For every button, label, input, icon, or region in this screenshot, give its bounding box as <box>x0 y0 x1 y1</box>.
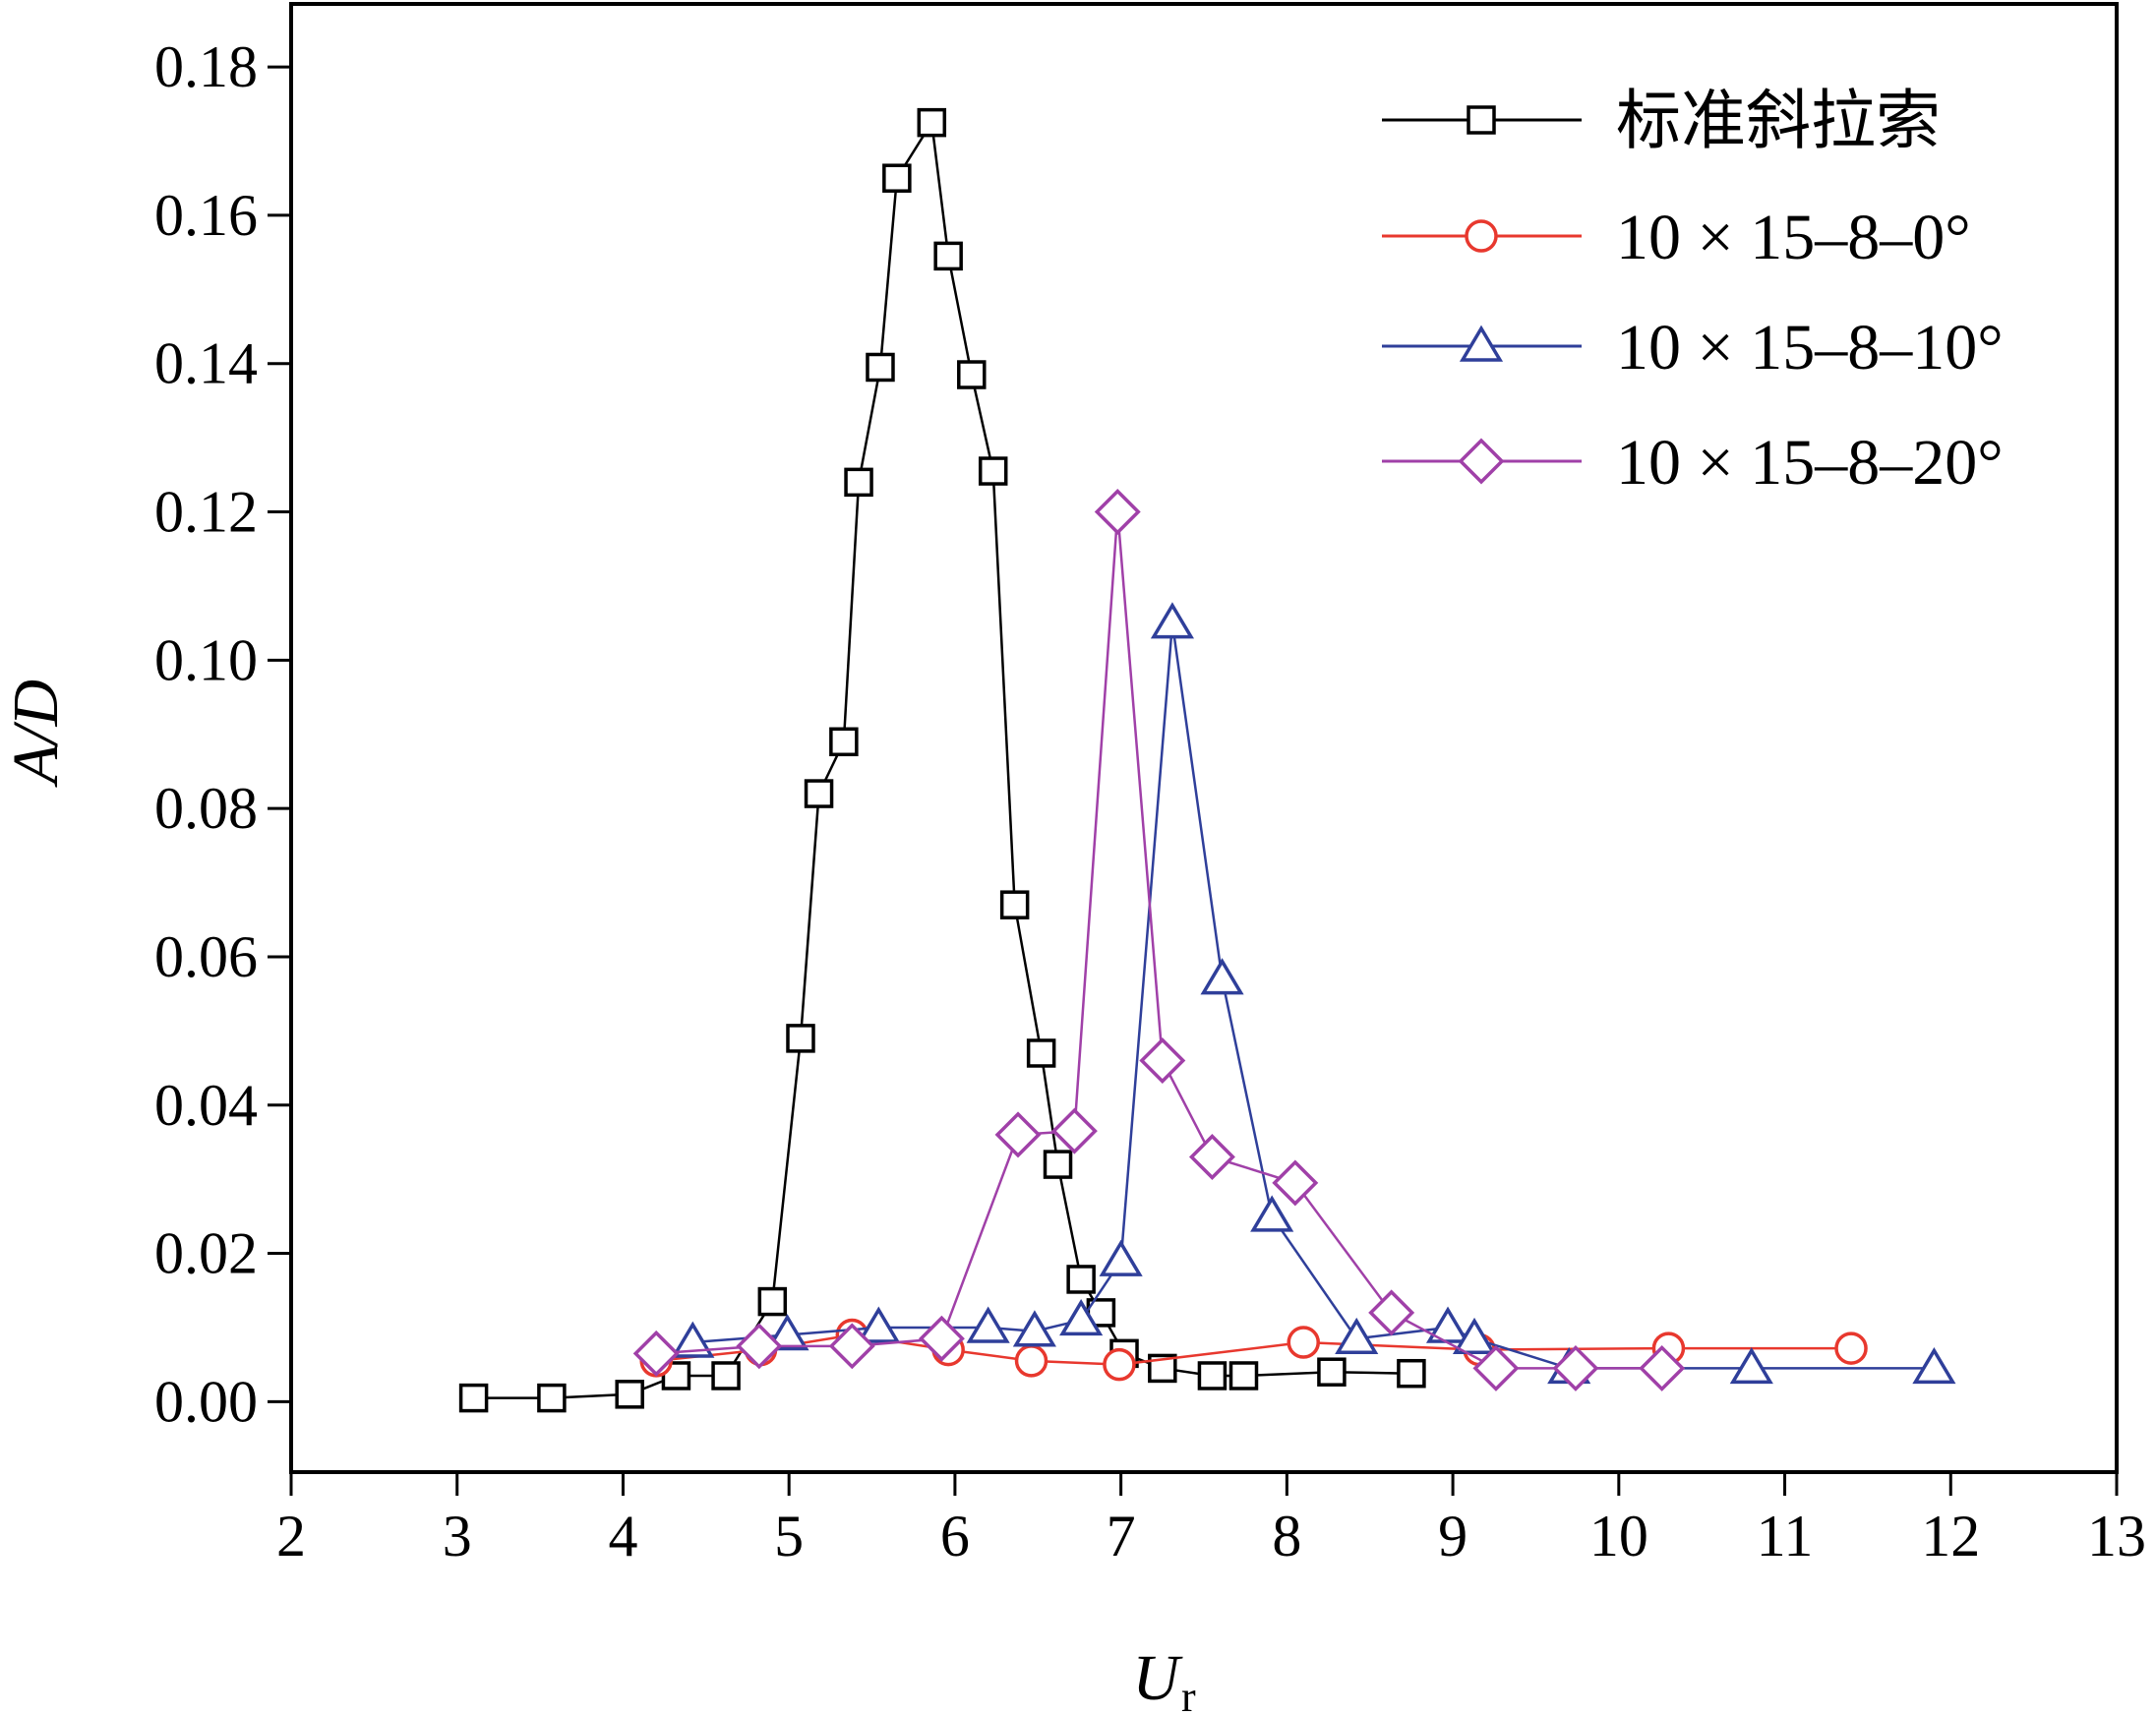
data-point-diamond <box>736 1323 783 1370</box>
y-tick-label: 0.00 <box>154 1369 258 1434</box>
legend-entry-diamond: 10 × 15–8–20° <box>1382 427 2004 499</box>
x-tick-label: 10 <box>1589 1504 1648 1568</box>
x-tick-label: 8 <box>1272 1504 1301 1568</box>
y-tick-label: 0.16 <box>154 183 258 248</box>
x-tick-label: 12 <box>1921 1504 1980 1568</box>
y-tick-label: 0.10 <box>154 627 258 692</box>
data-point-diamond <box>918 1315 965 1362</box>
data-point-circle <box>1834 1331 1868 1365</box>
data-point-diamond <box>1552 1344 1599 1391</box>
data-point-triangle <box>966 1306 1010 1343</box>
data-point-triangle <box>1729 1347 1773 1385</box>
y-tick-label: 0.18 <box>154 34 258 99</box>
data-point-triangle <box>671 1321 715 1358</box>
data-point-square <box>978 456 1008 486</box>
y-tick-label: 0.14 <box>154 331 258 396</box>
data-point-diamond <box>632 1330 680 1377</box>
legend-label: 标准斜拉索 <box>1616 86 1941 157</box>
plot-frame <box>289 2 2119 1474</box>
data-point-square <box>829 727 859 757</box>
data-point-square <box>1197 1361 1228 1391</box>
data-point-square <box>999 890 1030 919</box>
x-tick-label: 4 <box>608 1504 637 1568</box>
data-point-triangle <box>1459 325 1504 362</box>
data-point-triangle <box>1059 1298 1104 1336</box>
y-tick-label: 0.12 <box>154 480 258 545</box>
data-point-square <box>1026 1038 1056 1068</box>
data-point-triangle <box>857 1306 901 1343</box>
data-point-diamond <box>1368 1289 1415 1336</box>
data-point-square <box>458 1383 489 1413</box>
legend-label: 10 × 15–8–10° <box>1616 312 2004 384</box>
data-point-triangle <box>1012 1310 1056 1347</box>
y-tick-label: 0.06 <box>154 924 258 989</box>
legend-label: 10 × 15–8–0° <box>1616 202 1971 273</box>
data-point-circle <box>1103 1347 1136 1382</box>
legend-entry-triangle: 10 × 15–8–10° <box>1382 312 2004 384</box>
legend-entry-circle: 10 × 15–8–0° <box>1382 202 1971 273</box>
x-tick-label: 2 <box>276 1504 306 1568</box>
legend-entry-square: 标准斜拉索 <box>1382 86 1941 157</box>
data-point-square <box>757 1286 788 1317</box>
data-point-square <box>917 107 947 138</box>
data-point-triangle <box>1335 1317 1379 1355</box>
data-point-diamond <box>1050 1107 1098 1154</box>
data-point-diamond <box>1094 489 1141 535</box>
data-point-diamond <box>1272 1159 1319 1207</box>
data-point-diamond <box>994 1111 1042 1158</box>
data-point-square <box>882 163 912 193</box>
data-point-diamond <box>1139 1037 1186 1084</box>
y-tick-label: 0.04 <box>154 1073 258 1138</box>
data-point-diamond <box>1458 438 1505 485</box>
data-point-square <box>844 467 873 498</box>
data-point-circle <box>1465 219 1498 253</box>
data-point-triangle <box>1425 1306 1470 1343</box>
data-point-square <box>1228 1361 1259 1391</box>
x-tick-label: 6 <box>940 1504 970 1568</box>
series-triangle <box>671 602 1956 1385</box>
data-point-triangle <box>1452 1317 1497 1355</box>
data-point-triangle <box>1150 602 1195 639</box>
data-point-square <box>1397 1358 1426 1389</box>
data-point-square <box>1066 1265 1096 1294</box>
data-point-circle <box>1287 1326 1320 1359</box>
data-point-square <box>866 352 895 383</box>
x-tick-label: 7 <box>1107 1504 1136 1568</box>
data-point-square <box>537 1383 567 1413</box>
series-line <box>692 622 1935 1370</box>
data-point-square <box>1467 105 1496 135</box>
x-axis-label: U <box>1132 1642 1183 1714</box>
data-point-triangle <box>1099 1239 1143 1276</box>
y-tick-label: 0.08 <box>154 776 258 841</box>
data-point-square <box>957 360 987 389</box>
y-axis-label: A/D <box>0 680 72 788</box>
x-tick-label: 13 <box>2087 1504 2146 1568</box>
data-point-square <box>711 1361 741 1391</box>
data-point-triangle <box>1912 1347 1956 1385</box>
data-point-square <box>933 241 963 271</box>
x-tick-label: 11 <box>1757 1504 1814 1568</box>
x-tick-label: 5 <box>774 1504 804 1568</box>
data-point-square <box>804 779 834 808</box>
data-point-triangle <box>1250 1195 1294 1232</box>
data-point-triangle <box>765 1314 809 1351</box>
data-point-circle <box>1014 1344 1048 1378</box>
data-point-square <box>1317 1357 1347 1387</box>
data-point-diamond <box>1639 1344 1686 1391</box>
x-axis-label-subscript: r <box>1181 1673 1196 1716</box>
data-point-diamond <box>1188 1134 1235 1181</box>
data-point-diamond <box>1472 1344 1520 1391</box>
y-tick-label: 0.02 <box>154 1221 258 1286</box>
series-diamond <box>632 489 1686 1391</box>
legend-label: 10 × 15–8–20° <box>1616 427 2004 499</box>
data-point-square <box>786 1024 815 1053</box>
x-tick-label: 3 <box>443 1504 472 1568</box>
data-point-triangle <box>1200 958 1244 995</box>
data-point-square <box>615 1380 644 1409</box>
x-tick-label: 9 <box>1438 1504 1467 1568</box>
data-point-square <box>1043 1150 1073 1179</box>
data-point-diamond <box>828 1323 875 1370</box>
